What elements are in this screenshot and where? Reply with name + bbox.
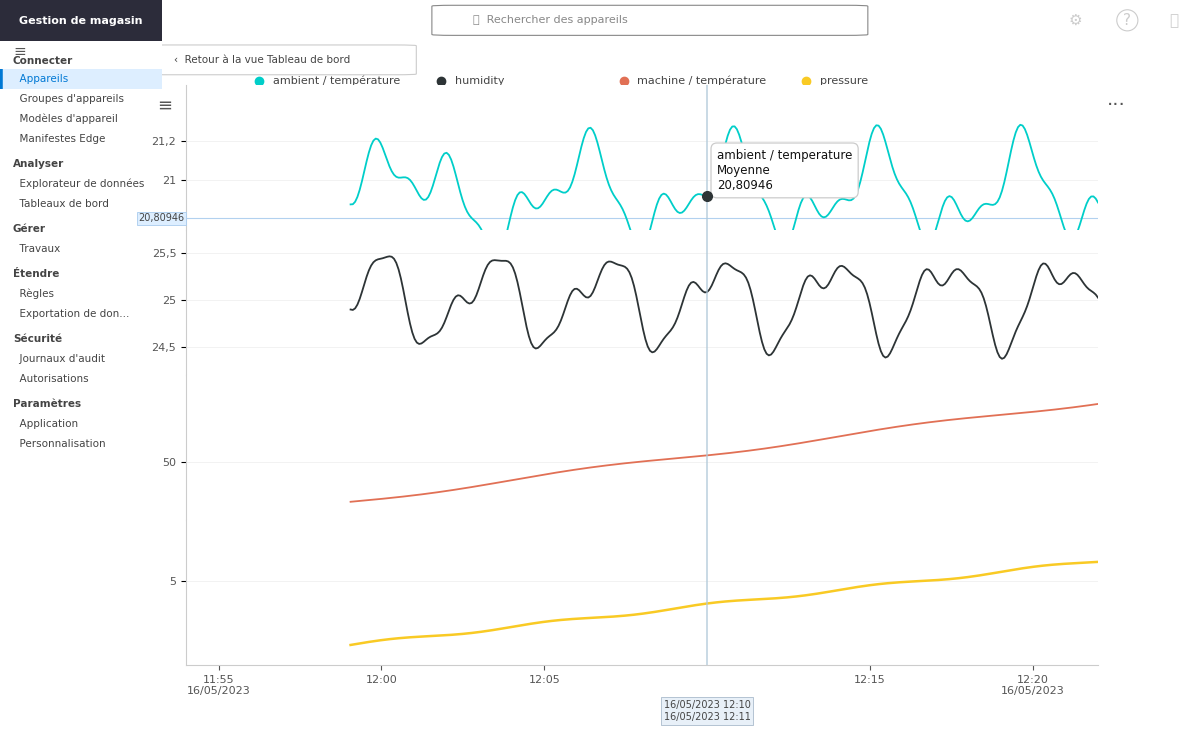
Text: ≡: ≡ <box>157 96 173 115</box>
Text: Application: Application <box>13 419 78 429</box>
Text: 🔍  Rechercher des appareils: 🔍 Rechercher des appareils <box>473 16 628 25</box>
Text: Connecter: Connecter <box>13 55 73 66</box>
FancyBboxPatch shape <box>0 0 162 41</box>
Text: ambient / temperature
Moyenne
20,80946: ambient / temperature Moyenne 20,80946 <box>716 149 852 192</box>
FancyBboxPatch shape <box>432 5 868 35</box>
Text: Tableaux de bord: Tableaux de bord <box>13 199 109 209</box>
Text: ‹  Retour à la vue Tableau de bord: ‹ Retour à la vue Tableau de bord <box>174 55 350 65</box>
FancyBboxPatch shape <box>0 69 162 89</box>
Text: ⚙: ⚙ <box>1069 13 1082 28</box>
Text: Sécurité: Sécurité <box>13 334 62 344</box>
Text: Travaux: Travaux <box>13 244 60 254</box>
Text: Paramètres: Paramètres <box>13 399 82 409</box>
Text: Autorisations: Autorisations <box>13 374 89 384</box>
Text: Règles: Règles <box>13 289 54 299</box>
Text: Analyser: Analyser <box>13 159 65 169</box>
Text: Explorateur de données: Explorateur de données <box>13 179 144 189</box>
Text: Manifestes Edge: Manifestes Edge <box>13 134 106 144</box>
Text: Personnalisation: Personnalisation <box>13 439 106 449</box>
Text: ?: ? <box>1123 13 1132 28</box>
Text: 20,80946: 20,80946 <box>138 213 184 223</box>
Text: 👤: 👤 <box>1170 13 1178 28</box>
Text: humidity: humidity <box>455 76 504 86</box>
Text: Gérer: Gérer <box>13 224 46 234</box>
Text: Modèles d'appareil: Modèles d'appareil <box>13 114 118 124</box>
Text: Appareils: Appareils <box>13 74 68 84</box>
Text: Gestion de magasin: Gestion de magasin <box>19 16 143 26</box>
Text: Journaux d'audit: Journaux d'audit <box>13 354 104 364</box>
Text: machine / température: machine / température <box>637 75 767 86</box>
Text: pressure: pressure <box>820 76 868 86</box>
Text: ···: ··· <box>1108 96 1126 115</box>
Text: 16/05/2023 12:10
16/05/2023 12:11: 16/05/2023 12:10 16/05/2023 12:11 <box>664 701 750 722</box>
Text: Groupes d'appareils: Groupes d'appareils <box>13 94 124 104</box>
Text: ≡: ≡ <box>13 44 25 59</box>
Text: Exportation de don...: Exportation de don... <box>13 309 130 319</box>
Text: ambient / température: ambient / température <box>272 75 400 86</box>
FancyBboxPatch shape <box>146 45 416 75</box>
Text: Étendre: Étendre <box>13 269 59 279</box>
